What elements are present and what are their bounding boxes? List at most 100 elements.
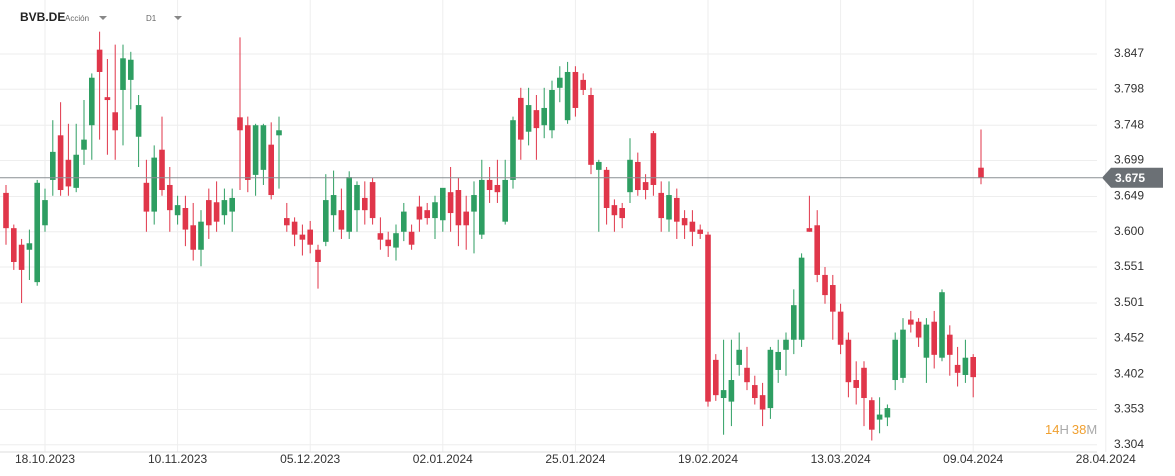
countdown: 14H 38M	[1045, 422, 1097, 437]
candle-body	[245, 125, 251, 180]
y-tick-label: 3.600	[1114, 224, 1144, 238]
candle-body	[845, 339, 852, 383]
y-tick-label: 3.452	[1114, 330, 1144, 344]
candle-body	[752, 385, 758, 399]
y-tick-label: 3.699	[1114, 153, 1144, 167]
candle-body	[674, 197, 680, 222]
candle-body	[221, 200, 228, 216]
candle-body	[798, 257, 805, 340]
candle-body	[876, 414, 883, 420]
candle-body	[96, 49, 103, 72]
candle-body	[135, 105, 142, 137]
candle-body	[408, 231, 415, 245]
candle-body	[915, 321, 922, 338]
candle-body	[939, 292, 945, 358]
candle-body	[213, 202, 220, 222]
y-tick-label: 3.649	[1114, 189, 1144, 203]
candle-body	[557, 77, 563, 88]
candles-layer	[3, 31, 984, 441]
candle-body	[580, 79, 586, 90]
candle-body	[853, 380, 859, 388]
candle-body	[159, 149, 165, 191]
candle-body	[57, 135, 64, 191]
candle-body	[705, 234, 711, 402]
symbol[interactable]: BVB.DE	[20, 10, 65, 24]
candle-body	[323, 200, 329, 242]
y-tick-label: 3.798	[1114, 81, 1144, 95]
candle-body	[549, 89, 555, 131]
candle-body	[775, 351, 781, 370]
candle-body	[432, 202, 438, 219]
candle-body	[11, 228, 17, 262]
candle-body	[588, 95, 594, 165]
x-tick-label: 09.04.2024	[943, 452, 1003, 466]
candle-body	[970, 356, 976, 378]
candle-body	[416, 206, 423, 220]
candle-body	[424, 210, 430, 219]
y-tick-label: 3.748	[1114, 117, 1144, 131]
candle-body	[697, 229, 703, 234]
candle-body	[596, 161, 602, 170]
candle-body	[307, 229, 313, 245]
candle-body	[806, 228, 813, 232]
overlay-layer: 3.304 3.353 3.402 3.452 3.501 3.551 3.600 3.649…	[0, 46, 1163, 466]
candle-body	[330, 195, 337, 216]
candle-body	[174, 205, 181, 216]
candle-body	[315, 249, 321, 262]
candle-body	[252, 125, 259, 175]
candle-body	[26, 243, 33, 250]
x-tick-label: 19.02.2024	[678, 452, 738, 466]
candle-body	[89, 77, 95, 126]
candle-body	[494, 184, 501, 193]
candle-body	[603, 169, 610, 209]
candle-body	[541, 107, 547, 126]
candle-body	[151, 157, 157, 212]
x-tick-label: 13.03.2024	[811, 452, 871, 466]
candle-body	[260, 125, 267, 170]
x-tick-label: 10.11.2023	[148, 452, 207, 466]
candle-body	[611, 205, 618, 216]
candle-body	[362, 197, 368, 211]
candle-body	[50, 151, 56, 180]
candle-body	[455, 190, 462, 226]
dropdown-arrow[interactable]	[174, 16, 182, 20]
candle-body	[728, 380, 735, 402]
candle-body	[947, 334, 953, 355]
candle-body	[720, 390, 727, 399]
dropdown-arrow[interactable]	[99, 16, 107, 20]
candle-body	[463, 211, 469, 226]
candle-body	[299, 234, 306, 240]
candle-body	[34, 182, 40, 283]
candle-body	[104, 97, 111, 101]
candle-body	[908, 319, 914, 325]
candle-body	[206, 200, 212, 226]
candle-body	[736, 349, 742, 365]
candle-body	[814, 225, 820, 275]
y-tick-label: 3.402	[1114, 366, 1144, 380]
candle-body	[525, 105, 532, 132]
timeframe[interactable]: D1	[146, 14, 157, 23]
x-tick-label: 28.04.2024	[1076, 452, 1136, 466]
candle-body	[627, 159, 633, 193]
price-tag	[1102, 167, 1163, 188]
candle-body	[869, 400, 875, 430]
candle-body	[229, 197, 235, 212]
candle-body	[884, 408, 891, 418]
candle-body	[276, 130, 282, 136]
candle-body	[112, 112, 118, 131]
candle-body	[962, 357, 969, 375]
countdown-hours-unit: H	[1059, 422, 1068, 437]
candle-body	[861, 367, 867, 399]
candle-body	[689, 221, 696, 232]
candle-body	[128, 59, 134, 80]
candle-body	[931, 321, 937, 355]
countdown-minutes-unit: M	[1086, 422, 1097, 437]
candle-body	[73, 154, 79, 188]
candle-body	[681, 218, 688, 226]
candle-body	[713, 359, 719, 396]
candle-body	[486, 179, 493, 191]
candle-body	[346, 177, 352, 232]
x-tick-label: 02.01.2024	[413, 452, 473, 466]
